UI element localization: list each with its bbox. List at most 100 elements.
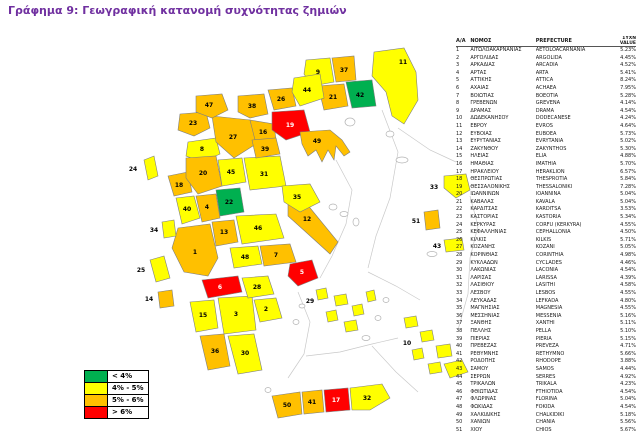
region-achaea — [201, 275, 243, 299]
table-row: 10 ΔΩΔΕΚΑΝΗΣΟΥ DODECANESE 4.24% — [456, 115, 636, 123]
row-prefecture: PREVEZA — [535, 343, 559, 350]
table-row: 28 ΚΟΡΙΝΘΙΑΣ CORINTHIA 4.98% — [456, 252, 636, 260]
legend-label: 5% - 6% — [107, 394, 149, 407]
region-rethymno — [301, 389, 325, 415]
row-value: 4.88% — [620, 153, 636, 160]
row-value: 5.70% — [620, 160, 636, 167]
row-prefecture: ARCADIA — [535, 62, 559, 69]
row-index: 25 — [456, 229, 463, 236]
region-attica — [287, 259, 319, 287]
row-index: 21 — [456, 198, 463, 205]
row-value: 5.04% — [620, 396, 636, 403]
region-number-label: 15 — [199, 312, 207, 319]
table-row: 26 ΚΙΛΚΙΣ KILKIS 5.71% — [456, 237, 636, 245]
row-index: 3 — [456, 62, 460, 69]
row-nomos: ΓΡΕΒΕΝΩΝ — [470, 100, 498, 107]
table-row: 23 ΚΑΣΤΟΡΙΑΣ KASTORIA 5.34% — [456, 214, 636, 222]
row-value: 5.71% — [620, 236, 636, 243]
row-value: 4.54% — [620, 107, 636, 114]
region-kozani — [211, 115, 257, 159]
row-prefecture: TRIKALA — [535, 381, 557, 388]
row-prefecture: KASTORIA — [535, 214, 561, 221]
sea-boundary-line — [319, 159, 353, 279]
row-nomos: ΤΡΙΚΑΛΩΝ — [470, 381, 496, 388]
row-index: 7 — [456, 92, 460, 99]
region-number-label: 39 — [261, 146, 269, 153]
row-nomos: ΑΡΚΑΔΙΑΣ — [470, 62, 495, 69]
row-value: 3.88% — [620, 358, 636, 365]
row-nomos: ΕΒΡΟΥ — [470, 122, 487, 129]
table-row: 14 ΖΑΚΥΝΘΟΥ ZAKYNTHOS 5.30% — [456, 146, 636, 154]
row-nomos: ΠΡΕΒΕΖΑΣ — [470, 343, 497, 350]
row-index: 51 — [456, 426, 463, 433]
region-cyclades — [325, 309, 339, 323]
header-value-line2: VALUE — [619, 41, 636, 46]
row-index: 38 — [456, 327, 463, 334]
region-rhodope — [345, 79, 377, 109]
row-index: 39 — [456, 335, 463, 342]
row-nomos: ΚΥΚΛΑΔΩΝ — [470, 259, 498, 266]
row-index: 34 — [456, 297, 463, 304]
island-outline — [374, 315, 382, 321]
row-prefecture: RHODOPE — [535, 358, 561, 365]
region-number-label: 47 — [205, 102, 213, 109]
prefecture-table-header: Α/Α ΝΟΜΟΣ PREFECTURE ΣΥΧΝ VALUE — [456, 36, 636, 47]
row-index: 9 — [456, 107, 460, 114]
island-outline — [292, 319, 300, 325]
row-prefecture: FTHIOTIDA — [535, 388, 563, 395]
region-zakynthos — [157, 289, 175, 309]
row-nomos: ΛΑΣΙΘΙΟΥ — [470, 282, 495, 289]
row-index: 29 — [456, 259, 463, 266]
row-nomos: ΞΑΝΘΗΣ — [470, 320, 492, 327]
region-number-label: 30 — [241, 350, 249, 357]
row-value: 5.28% — [620, 92, 636, 99]
row-index: 8 — [456, 100, 460, 107]
row-value: 4.92% — [620, 373, 636, 380]
region-karditsa — [215, 187, 245, 217]
legend-label: 4% - 5% — [107, 382, 149, 395]
region-cephallonia — [149, 255, 171, 283]
region-number-label: 34 — [150, 227, 158, 234]
row-index: 50 — [456, 419, 463, 426]
row-prefecture: KARDITSA — [535, 206, 561, 213]
region-number-label: 2 — [264, 306, 268, 313]
row-index: 11 — [456, 122, 463, 129]
island-outline — [344, 117, 356, 127]
row-value: 5.04% — [620, 198, 636, 205]
region-number-label: 20 — [199, 170, 207, 177]
row-value: 5.15% — [620, 335, 636, 342]
row-index: 40 — [456, 343, 463, 350]
row-nomos: ΣΑΜΟΥ — [470, 365, 489, 372]
region-corfu — [143, 155, 159, 181]
row-index: 32 — [456, 282, 463, 289]
region-ioannina — [185, 155, 223, 195]
region-number-label: 17 — [332, 397, 340, 404]
table-row: 51 ΧΙΟΥ CHIOS 5.67% — [456, 427, 636, 435]
region-cyclades — [343, 319, 359, 333]
row-prefecture: MAGNESIA — [535, 305, 563, 312]
region-number-label: 11 — [399, 59, 407, 66]
row-value: 4.24% — [620, 115, 636, 122]
row-value: 4.14% — [620, 100, 636, 107]
row-prefecture: IOANNINA — [535, 191, 561, 198]
island-outline — [352, 217, 360, 227]
row-index: 17 — [456, 168, 463, 175]
row-value: 5.23% — [620, 47, 636, 53]
region-number-label: 35 — [293, 194, 301, 201]
map-legend: < 4% 4% - 5% 5% - 6% > 6% — [84, 370, 149, 419]
table-row: 47 ΦΛΩΡΙΝΑΣ FLORINA 5.04% — [456, 396, 636, 404]
row-prefecture: ZAKYNTHOS — [535, 145, 567, 152]
row-value: 4.55% — [620, 305, 636, 312]
row-nomos: ΑΡΓΟΛΙΔΑΣ — [470, 54, 499, 61]
table-row: 21 ΚΑΒΑΛΑΣ KAVALA 5.04% — [456, 199, 636, 207]
sea-boundary-line — [367, 271, 421, 301]
region-number-label: 41 — [308, 399, 316, 406]
row-prefecture: ELIA — [535, 153, 547, 160]
region-florina — [195, 93, 229, 119]
row-prefecture: LESBOS — [535, 290, 556, 296]
table-row: 46 ΦΘΙΩΤΙΔΑΣ FTHIOTIDA 4.54% — [456, 389, 636, 397]
legend-row: 4% - 5% — [84, 382, 149, 395]
row-index: 45 — [456, 381, 463, 388]
row-prefecture: EVROS — [535, 122, 553, 129]
row-prefecture: KILKIS — [535, 236, 552, 243]
